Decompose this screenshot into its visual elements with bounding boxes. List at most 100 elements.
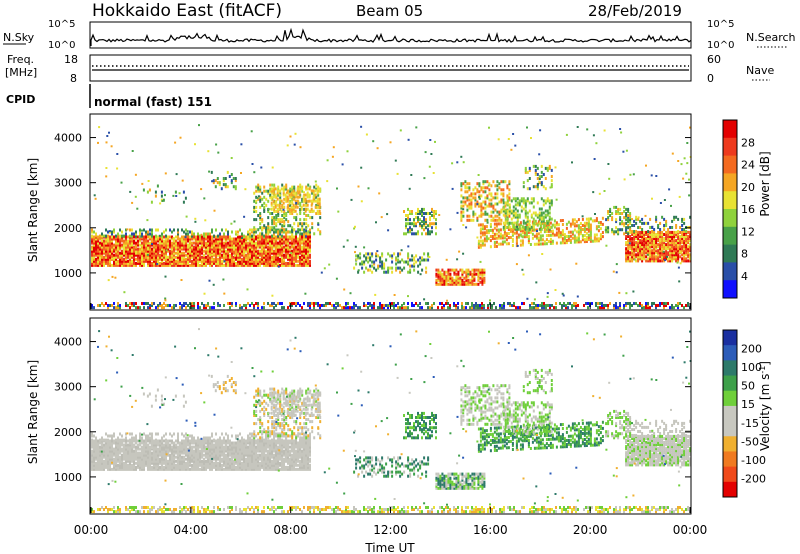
data-cell	[383, 262, 386, 266]
data-cell	[149, 304, 151, 307]
data-cell	[305, 187, 308, 191]
data-cell	[503, 232, 506, 236]
data-cell	[479, 306, 481, 310]
data-cell	[261, 247, 263, 251]
data-cell	[667, 259, 670, 263]
data-cell	[183, 241, 185, 245]
data-cell	[139, 259, 141, 263]
data-cell	[643, 239, 646, 243]
data-cell	[259, 222, 262, 226]
data-cell	[243, 241, 245, 245]
data-cell	[269, 249, 271, 253]
data-cell	[283, 245, 285, 249]
data-cell	[279, 241, 281, 245]
data-cell	[183, 243, 185, 247]
data-cell	[301, 259, 303, 263]
data-cell	[677, 245, 680, 249]
data-cell	[465, 302, 467, 305]
data-cell	[181, 243, 183, 247]
data-cell	[563, 237, 566, 241]
data-cell	[309, 304, 311, 307]
data-cell	[105, 251, 107, 255]
data-cell	[93, 259, 95, 263]
data-cell	[441, 306, 443, 310]
data-cell	[251, 234, 253, 238]
data-cell	[583, 229, 586, 233]
data-cell	[183, 255, 185, 259]
data-cell	[281, 203, 284, 207]
data-cell	[635, 243, 638, 247]
data-cell	[429, 230, 431, 234]
data-cell	[313, 306, 315, 310]
data-cell	[193, 232, 195, 236]
data-cell	[439, 302, 441, 305]
data-cell	[159, 304, 161, 307]
data-cell	[227, 261, 229, 265]
data-cell	[409, 258, 412, 262]
data-cell	[179, 243, 181, 247]
data-cell	[103, 443, 105, 447]
data-cell	[241, 263, 243, 267]
data-cell	[541, 304, 543, 307]
data-cell	[281, 239, 283, 243]
data-cell	[218, 183, 221, 187]
data-cell	[468, 204, 471, 208]
data-cell	[350, 198, 353, 201]
data-cell	[625, 228, 628, 232]
data-cell	[229, 261, 231, 265]
data-cell	[115, 247, 117, 251]
data-cell	[323, 267, 326, 270]
data-cell	[181, 228, 183, 232]
data-cell	[159, 263, 161, 267]
data-cell	[427, 212, 429, 215]
data-cell	[109, 259, 111, 263]
data-cell	[491, 234, 494, 238]
data-cell	[185, 249, 187, 253]
data-cell	[571, 236, 574, 240]
data-cell	[438, 214, 441, 216]
data-cell	[506, 184, 509, 188]
data-cell	[287, 249, 289, 253]
data-cell	[273, 228, 276, 232]
data-cell	[675, 243, 678, 247]
data-cell	[641, 249, 644, 253]
data-cell	[502, 225, 505, 229]
data-cell	[175, 263, 177, 267]
data-cell	[679, 230, 682, 234]
data-cell	[305, 245, 307, 249]
data-cell	[423, 177, 426, 180]
data-cell	[250, 130, 253, 133]
data-cell	[165, 237, 167, 241]
data-cell	[305, 228, 307, 232]
data-cell	[607, 210, 610, 213]
data-cell	[230, 179, 233, 183]
data-cell	[661, 243, 664, 247]
data-cell	[301, 228, 304, 232]
data-cell	[527, 235, 530, 238]
data-cell	[116, 153, 119, 155]
data-cell	[159, 235, 161, 239]
data-cell	[387, 304, 389, 307]
data-cell	[367, 256, 370, 260]
data-cell	[107, 461, 109, 465]
data-cell	[295, 237, 297, 241]
data-cell	[643, 233, 646, 236]
data-cell	[165, 259, 167, 263]
data-cell	[649, 253, 652, 257]
data-cell	[219, 263, 221, 267]
data-cell	[417, 212, 419, 215]
data-cell	[263, 189, 266, 193]
data-cell	[647, 221, 650, 225]
data-cell	[95, 261, 97, 265]
data-cell	[653, 230, 656, 234]
data-cell	[678, 251, 681, 254]
data-cell	[429, 139, 432, 141]
data-cell	[105, 302, 107, 305]
data-cell	[521, 231, 524, 235]
data-cell	[661, 302, 663, 305]
data-cell	[494, 214, 497, 218]
data-cell	[241, 261, 243, 265]
data-cell	[210, 170, 213, 174]
data-cell	[539, 242, 542, 246]
data-cell	[659, 302, 661, 305]
